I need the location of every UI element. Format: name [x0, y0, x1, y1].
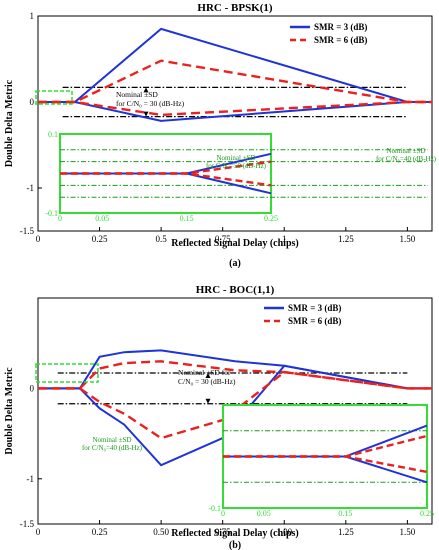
x-tick-label: 1.50: [400, 527, 416, 537]
y-tick-label: 0: [30, 383, 35, 393]
x-tick-label: 0.25: [92, 527, 108, 537]
x-tick-label: 1.00: [276, 527, 292, 537]
inset-note-line: Nominal ±SD: [92, 436, 131, 444]
x-tick-label: 1: [282, 234, 287, 244]
y-tick-label: -1.5: [20, 519, 35, 529]
inset-y-tick-label: -0.1: [208, 504, 221, 513]
y-tick-label: 1: [30, 11, 35, 21]
nominal-arrow-up: [143, 87, 149, 93]
legend-label: SMR = 6 (dB): [288, 316, 341, 326]
nominal-label-line: Nominal ±SD for: [178, 368, 231, 377]
x-tick-label: 1.50: [400, 234, 416, 244]
y-tick-label: 0: [30, 97, 35, 107]
y-tick-label: -1.5: [20, 226, 35, 236]
inset-x-tick-label: 0: [221, 509, 225, 518]
legend: SMR = 3 (dB) SMR = 6 (dB): [290, 22, 367, 45]
plot-area: [37, 297, 433, 525]
y-axis-label: Double Delta Metric: [4, 79, 15, 167]
nominal-arrow-up: [205, 373, 211, 379]
x-axis-label: Reflected Signal Delay (chips): [171, 238, 299, 249]
legend-label: SMR = 3 (dB): [288, 303, 341, 313]
inset-x-tick-label: 0.05: [257, 509, 271, 518]
x-tick-label: 1.25: [338, 527, 354, 537]
plot-area: [37, 15, 433, 232]
inset-x-tick-label: 0.25: [264, 214, 278, 223]
legend: SMR = 3 (dB) SMR = 6 (dB): [264, 303, 341, 326]
x-tick-label: 0.25: [92, 234, 108, 244]
figure-caption: (a): [229, 258, 241, 269]
x-tick-label: 0.75: [215, 234, 231, 244]
series-smr6_up: [38, 59, 432, 104]
inset-note: Nominal ±SD for C/N₀=50 (dB-Hz): [206, 154, 267, 170]
x-tick-label: 0: [36, 234, 41, 244]
chart-title: HRC - BPSK(1): [197, 2, 273, 14]
inset-note: Nominal ±SD for C/N₀=40 (dB-Hz): [82, 436, 143, 452]
y-tick-label: -1: [27, 183, 35, 193]
chart-panel-2: HRC - BOC(1,1) 0 0.25 0.50 0.75 1.00 1.25 1.50 0…: [4, 284, 434, 550]
inset-x-tick-label: 0.25: [420, 509, 434, 518]
x-tick-label: 0.5: [156, 234, 168, 244]
series-smr6_lo: [38, 100, 432, 117]
chart-title: HRC - BOC(1,1): [196, 284, 275, 296]
nominal-arrow-down: [143, 111, 149, 117]
nominal-label: Nominal ±SD for C/N₀ = 30 (dB-Hz): [116, 90, 185, 108]
inset-note: Nominal ±SD for C/N₀=40 (dB-Hz): [376, 147, 437, 163]
inset-y-tick-label: -0.1: [45, 209, 58, 218]
x-axis-label: Reflected Signal Delay (chips): [171, 528, 299, 539]
nominal-label-line: C/N₀ = 30 (dB-Hz): [178, 377, 236, 386]
y-axis-label: Double Delta Metric: [4, 367, 15, 455]
nominal-label-line: Nominal ±SD: [116, 90, 158, 99]
inset-x-tick-label: 0.05: [95, 214, 109, 223]
series-smr3_b: [38, 364, 432, 467]
y-tick-label: -1: [27, 474, 35, 484]
inset-panel: 0 0.05 0.15 0.25 -0.1 Nominal ±SD for C/N₀=40 …: [82, 404, 434, 518]
x-tick-label: 0.50: [153, 527, 169, 537]
inset-note-line: Nominal ±SD: [386, 147, 425, 155]
inset-series-smr6_lo: [60, 172, 272, 187]
x-tick-label: 0.75: [215, 527, 231, 537]
nominal-label: Nominal ±SD for C/N₀ = 30 (dB-Hz): [178, 368, 236, 386]
inset-note-line: for C/N₀=40 (dB-Hz): [376, 155, 437, 163]
nominal-label-line: for C/N₀ = 30 (dB-Hz): [116, 99, 185, 108]
inset-series-smr6_b: [223, 455, 428, 474]
figure-caption: (b): [229, 540, 241, 550]
inset-x-tick-label: 0.15: [338, 509, 352, 518]
chart-panel-1: HRC - BPSK(1) 0 0.25 0.5 0.75 1 1.25 1.50 1 0 -1 -1…: [4, 2, 437, 269]
inset-note-line: for C/N₀=40 (dB-Hz): [82, 444, 143, 452]
zoom-region-outline: [35, 90, 73, 105]
legend-label: SMR = 6 (dB): [314, 35, 367, 45]
legend-label: SMR = 3 (dB): [314, 22, 367, 32]
zoom-region-outline: [35, 363, 99, 383]
inset-x-tick-label: 0.15: [180, 214, 194, 223]
inset-note-line: Nominal ±SD: [216, 154, 255, 162]
x-tick-label: 0: [36, 527, 41, 537]
inset-note-line: for C/N₀=50 (dB-Hz): [206, 162, 267, 170]
nominal-arrow-down: [205, 398, 211, 404]
x-tick-label: 1.25: [338, 234, 354, 244]
inset-y-tick-label: 0.1: [48, 130, 58, 139]
inset-x-tick-label: 0: [58, 214, 62, 223]
series-smr6_b: [38, 370, 432, 440]
series-smr6_a: [38, 360, 432, 390]
